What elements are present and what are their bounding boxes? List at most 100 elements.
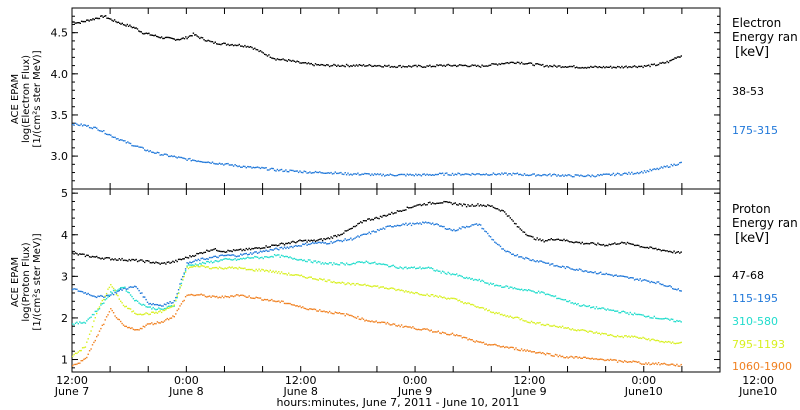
proton-data-point [268,256,270,259]
electron-data-point [581,175,583,177]
proton-data-point [577,269,579,271]
electron-data-point [187,36,189,38]
proton-data-point [463,226,465,228]
proton-data-point [677,320,679,322]
proton-data-point [578,329,581,332]
electron-data-point [400,66,403,69]
proton-data-point [419,329,421,331]
proton-data-point [417,328,420,331]
proton-data-point [256,252,259,254]
electron-data-point [230,44,232,46]
proton-data-point [670,251,672,253]
proton-data-point [577,357,579,359]
proton-data-point [124,325,126,327]
proton-data-point [125,325,127,328]
proton-data-point [124,287,126,289]
proton-data-point [677,288,679,290]
electron-data-point [135,145,137,147]
proton-data-point [481,279,483,282]
proton-data-point [581,304,583,307]
proton-data-point [382,214,384,217]
proton-data-point [573,242,575,244]
proton-data-point [518,349,520,351]
proton-data-point [344,315,346,317]
electron-data-point [293,170,295,172]
proton-data-point [211,267,214,269]
proton-data-point [320,263,322,265]
electron-data-point [417,173,420,176]
proton-data-point [306,241,308,243]
proton-panel-frame [71,188,721,373]
electron-data-point [158,36,160,39]
proton-data-point [245,247,247,250]
proton-data-point [368,320,370,322]
proton-data-point [523,320,526,322]
electron-data-point [489,64,492,66]
proton-data-point [96,296,98,299]
proton-data-point [669,250,671,253]
electron-data-point [578,175,581,177]
electron-data-point [439,172,441,174]
proton-data-point [361,234,363,236]
proton-data-point [434,331,437,333]
proton-data-point [165,308,167,311]
proton-data-point [251,268,253,271]
proton-data-point [237,258,239,261]
proton-data-point [369,285,372,287]
proton-data-point [286,242,288,245]
electron-data-point [481,174,483,176]
electron-data-point [276,58,279,60]
electron-y-ticks: 3.03.54.04.5 [51,7,721,190]
proton-data-point [388,266,390,268]
proton-data-point [570,355,572,358]
proton-data-point [417,223,420,225]
proton-data-point [619,336,622,338]
electron-data-point [645,65,647,67]
electron-data-point [543,173,545,176]
electron-data-point [396,174,399,177]
proton-data-point [231,295,233,297]
proton-data-point [615,274,617,276]
proton-data-point [465,276,468,279]
proton-data-point [159,310,161,312]
proton-data-point [669,285,671,287]
proton-data-point [326,280,328,283]
proton-data-point [543,241,545,243]
proton-data-point [210,256,212,259]
proton-data-point [77,290,79,292]
proton-data-point [441,202,444,204]
proton-data-point [640,280,643,282]
proton-data-point [498,312,500,314]
electron-data-point [532,173,534,175]
electron-data-point [144,149,146,151]
electron-data-point [151,151,153,153]
electron-data-point [678,56,680,58]
proton-data-point [118,288,120,290]
electron-data-point [488,64,490,67]
proton-data-point [400,324,403,326]
electron-data-point [88,126,91,129]
electron-data-point [376,173,379,175]
proton-data-point [672,287,674,290]
electron-data-point [646,170,648,172]
proton-data-point [540,240,543,242]
electron-data-point [248,46,250,48]
proton-data-point [424,267,427,269]
proton-data-point [464,277,466,279]
proton-data-point [590,330,592,332]
electron-data-point [420,65,423,68]
electron-data-point [546,174,548,177]
proton-legend-entry: 1060-1900 [732,360,792,373]
electron-data-point [204,40,207,42]
proton-data-point [170,305,173,307]
electron-data-point [662,61,664,64]
proton-data-point [621,275,623,277]
proton-data-point [499,210,502,212]
electron-data-point [316,64,318,66]
electron-data-point [326,64,328,66]
proton-data-point [615,243,617,245]
proton-data-point [491,344,493,346]
proton-data-point [626,336,629,338]
proton-data-point [240,253,242,255]
electron-data-point [213,42,215,44]
